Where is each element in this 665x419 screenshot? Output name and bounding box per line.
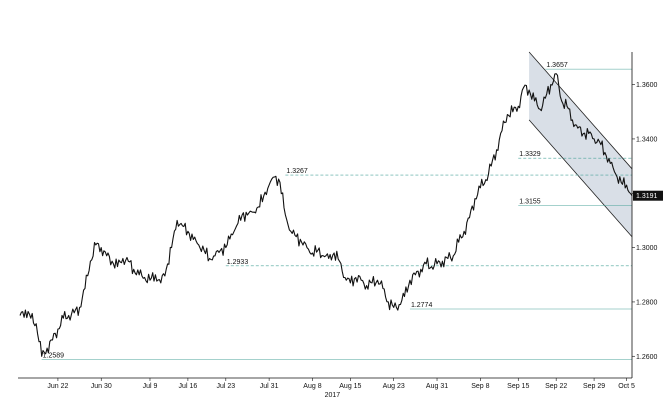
x-tick-label: Jul 9 (143, 383, 158, 390)
x-tick-label: Aug 23 (383, 383, 405, 390)
x-tick-label: Aug 8 (303, 383, 321, 390)
y-tick-label: 1.2600 (636, 354, 658, 361)
x-tick-label: Sep 22 (545, 383, 567, 390)
last-value-label: 1.3191 (636, 193, 658, 200)
last-value-box (633, 190, 663, 201)
annotation-label: 1.2933 (227, 259, 249, 266)
channel-upper-line (528, 51, 633, 170)
x-tick-label: Jun 30 (91, 383, 112, 390)
annotation-label: 1.3329 (519, 151, 541, 158)
annotation-label: 1.2589 (43, 352, 65, 359)
x-tick-label: Jul 23 (216, 383, 235, 390)
x-tick-label: Jul 31 (260, 383, 279, 390)
price-series (19, 73, 633, 357)
y-tick-label: 1.3400 (636, 136, 658, 143)
x-tick-label: Sep 15 (507, 383, 529, 390)
y-tick-label: 1.3000 (636, 245, 658, 252)
x-tick-label: Aug 31 (426, 383, 448, 390)
annotation-label: 1.3155 (519, 198, 541, 205)
annotation-label: 1.3657 (546, 62, 568, 69)
annotation-label: 1.2774 (411, 302, 433, 309)
trend-channel (528, 51, 633, 237)
x-tick-label: Jun 22 (47, 383, 68, 390)
annotation-label: 1.3267 (286, 168, 308, 175)
x-tick-label: Sep 8 (471, 383, 489, 390)
channel-lower-line (528, 119, 633, 237)
x-tick-label: Aug 15 (339, 383, 361, 390)
year-label: 2017 (325, 392, 341, 399)
x-tick-label: Oct 5 (618, 383, 635, 390)
annotations: 1.3657 1.3329 1.3267 1.3155 1.2933 1.2774 1.25… (43, 62, 568, 359)
x-tick-label: Sep 29 (583, 383, 605, 390)
price-line (19, 73, 633, 357)
level-lines (41, 68, 632, 360)
channel-fill (529, 52, 632, 237)
x-tick-label: Jul 16 (179, 383, 198, 390)
y-tick-label: 1.2800 (636, 299, 658, 306)
axes: Jun 22 Jun 30 Jul 9 Jul 16 Jul 23 Jul 31 Aug 8… (18, 52, 663, 399)
y-tick-label: 1.3600 (636, 82, 658, 89)
